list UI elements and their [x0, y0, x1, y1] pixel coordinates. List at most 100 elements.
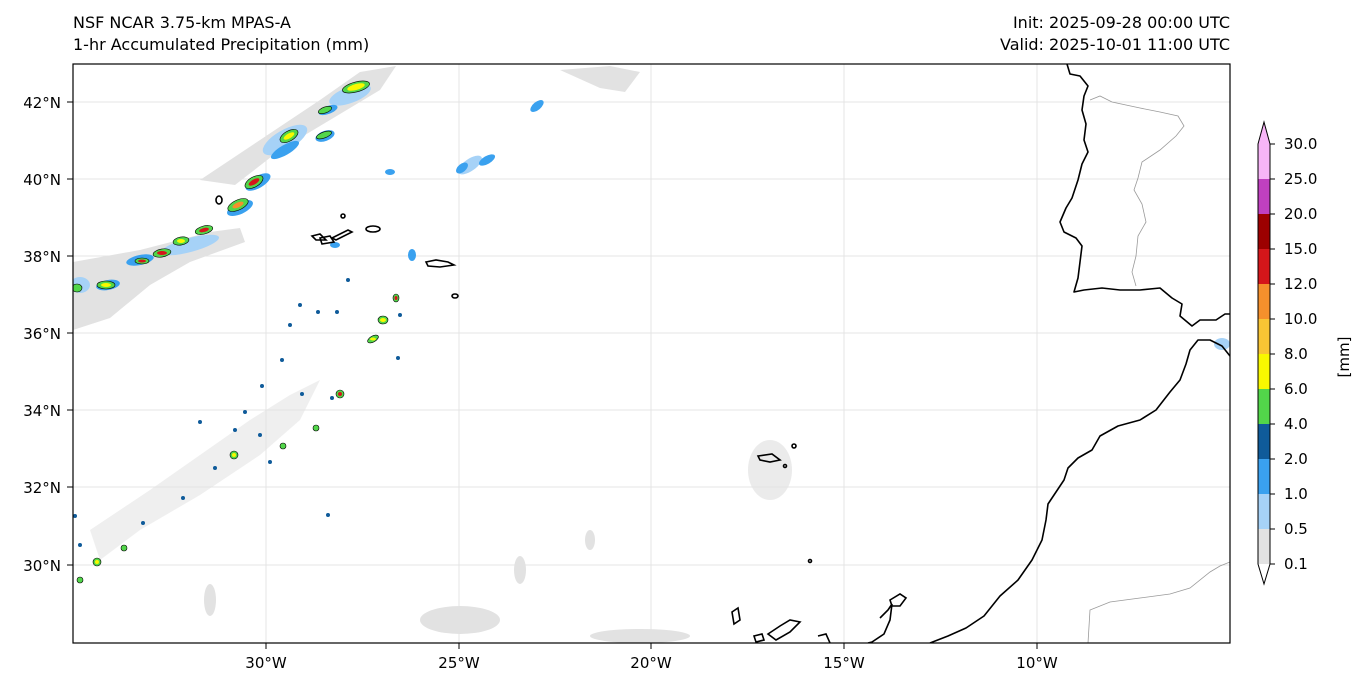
lon-label: 10°W [1016, 654, 1058, 672]
precip-core [335, 389, 345, 399]
precip-dot [346, 278, 350, 282]
precip-dot [398, 313, 402, 317]
lat-label: 38°N [23, 248, 61, 266]
island-azores [310, 233, 328, 241]
precip-core [227, 198, 249, 212]
precip-dot [73, 514, 77, 518]
precip-core [92, 557, 102, 567]
colorbar-segment [1258, 179, 1270, 214]
precip-core [318, 106, 332, 114]
lat-label: 36°N [23, 325, 61, 343]
lat-label: 34°N [23, 402, 61, 420]
precip-band-west [73, 228, 245, 330]
islands [215, 195, 908, 643]
lat-label: 30°N [23, 557, 61, 575]
precip-dot [258, 433, 262, 437]
border-morocco-algeria [1087, 561, 1230, 643]
precip-core [229, 450, 239, 460]
precip-speck [585, 530, 595, 550]
precip-cell-coast [1214, 338, 1230, 350]
lat-label: 32°N [23, 479, 61, 497]
island-azores [330, 229, 354, 241]
island-lanzarote [889, 593, 908, 607]
precip-core [316, 130, 332, 140]
colorbar-level-label: 12.0 [1284, 275, 1317, 293]
colorbar-level-label: 0.1 [1284, 555, 1308, 573]
precip-core [342, 80, 370, 94]
colorbar-level-label: 30.0 [1284, 135, 1317, 153]
island-la-gomera [752, 633, 766, 643]
colorbar-segments [1258, 122, 1270, 584]
precip-core [377, 315, 389, 325]
colorbar-segment [1258, 284, 1270, 319]
precip-core [152, 248, 172, 258]
colorbar-segment [1258, 144, 1270, 179]
precip-dot [288, 323, 292, 327]
axis-ticks [67, 101, 1038, 649]
precip-cell [408, 249, 416, 261]
precip-cell [456, 162, 468, 174]
colorbar-segment [1258, 529, 1270, 564]
lon-labels: 30°W 25°W 20°W 15°W 10°W [245, 654, 1058, 672]
colorbar-segment [1258, 319, 1270, 354]
lat-label: 42°N [23, 94, 61, 112]
time-block: Init: 2025-09-28 00:00 UTC Valid: 2025-1… [1000, 12, 1230, 56]
valid-time: Valid: 2025-10-01 11:00 UTC [999, 35, 1230, 54]
precip-dot [396, 356, 400, 360]
precip-dot [268, 460, 272, 464]
precip-cell [160, 234, 220, 256]
colorbar-level-label: 20.0 [1284, 205, 1317, 223]
precip-core [96, 280, 116, 290]
colorbar-segment [1258, 494, 1270, 529]
colorbar-segment [1258, 424, 1270, 459]
precip-heavy-cells [73, 80, 400, 584]
precip-cell [330, 242, 340, 248]
precip-core [120, 544, 128, 552]
lon-label: 30°W [245, 654, 287, 672]
precip-core [392, 293, 400, 303]
colorbar: 0.1 0.5 1.0 2.0 4.0 6.0 8.0 10.0 12.0 15.0 20.0 25.… [1257, 120, 1353, 586]
precip-dot [316, 310, 320, 314]
precip-core [194, 225, 214, 235]
precip-core [76, 576, 84, 584]
precip-core [172, 236, 190, 246]
colorbar-level-label: 4.0 [1284, 415, 1308, 433]
island-azores-sao-miguel [424, 259, 457, 268]
island-azores [318, 235, 336, 245]
colorbar-segment [1258, 389, 1270, 424]
precip-patch-north [560, 66, 640, 92]
precip-speck [514, 556, 526, 584]
precip-core [244, 175, 264, 189]
gridlines [73, 64, 1230, 643]
precip-speck [204, 584, 216, 616]
precip-patch-south [420, 606, 500, 634]
coastline-iberia [1059, 64, 1230, 327]
island-fuerteventura [867, 603, 893, 643]
lat-labels: 42°N 40°N 38°N 36°N 34°N 32°N 30°N [23, 94, 61, 575]
precip-dot [330, 396, 334, 400]
precip-cell [270, 140, 300, 160]
island-madeira [756, 453, 782, 463]
precip-core [312, 424, 320, 432]
colorbar-unit-label: [mm] [1335, 337, 1353, 378]
colorbar-level-label: 10.0 [1284, 310, 1317, 328]
colorbar-level-label: 6.0 [1284, 380, 1308, 398]
lon-label: 25°W [438, 654, 480, 672]
lat-label: 40°N [23, 171, 61, 189]
coastline-mainland [929, 64, 1230, 643]
colorbar-level-label: 15.0 [1284, 240, 1317, 258]
title-block: NSF NCAR 3.75-km MPAS-A 1-hr Accumulated… [73, 12, 369, 56]
precip-core [279, 442, 287, 450]
island-azores-santa-maria [451, 293, 459, 299]
colorbar-level-label: 25.0 [1284, 170, 1317, 188]
colorbar-segment [1258, 459, 1270, 494]
precip-cell [478, 154, 496, 166]
island-azores-terceira [365, 225, 381, 233]
precip-cell [530, 100, 544, 112]
colorbar-level-label: 1.0 [1284, 485, 1308, 503]
precip-dot [213, 466, 217, 470]
precip-dot [260, 384, 264, 388]
island-tenerife [766, 619, 802, 641]
lon-label: 20°W [630, 654, 672, 672]
